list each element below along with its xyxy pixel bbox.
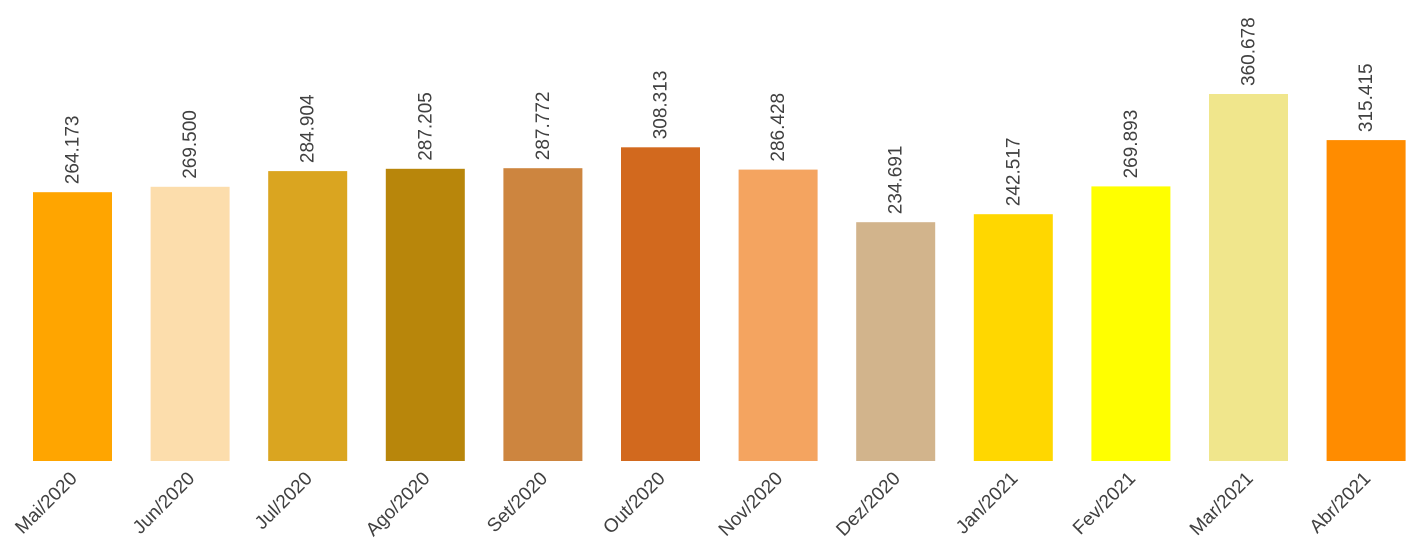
value-labels-group: 264.173 269.500 284.904 287.205 287.772 308.3… — [63, 17, 1378, 214]
value-label-Dez/2020: 234.691 — [886, 146, 907, 215]
value-label-Fev/2021: 269.893 — [1121, 110, 1142, 179]
bar-Dez/2020 — [856, 222, 936, 461]
bar-Mar/2021 — [1209, 94, 1288, 461]
value-label-Jan/2021: 242.517 — [1003, 138, 1024, 207]
value-label-Out/2020: 308.313 — [651, 71, 672, 140]
x-tick-label-Jul/2020: Jul/2020 — [251, 468, 317, 534]
value-label-Mai/2020: 264.173 — [63, 116, 84, 185]
value-label-Jul/2020: 284.904 — [298, 94, 319, 163]
x-tick-label-Out/2020: Out/2020 — [599, 468, 669, 538]
bar-Jul/2020 — [268, 171, 348, 461]
x-tick-label-Mai/2020: Mai/2020 — [11, 468, 81, 538]
x-tick-label-Set/2020: Set/2020 — [483, 468, 552, 537]
bar-Fev/2021 — [1091, 186, 1171, 461]
x-tick-label-Abr/2021: Abr/2021 — [1306, 468, 1375, 537]
bar-Mai/2020 — [33, 192, 112, 461]
bars-group — [33, 94, 1406, 462]
value-label-Ago/2020: 287.205 — [415, 92, 436, 161]
x-tick-label-Nov/2020: Nov/2020 — [715, 468, 787, 540]
x-tick-label-Dez/2020: Dez/2020 — [832, 468, 904, 540]
bar-Jun/2020 — [150, 186, 230, 462]
x-tick-label-Fev/2021: Fev/2021 — [1069, 468, 1140, 539]
bar-Abr/2021 — [1326, 140, 1406, 461]
value-label-Jun/2020: 269.500 — [180, 110, 201, 179]
x-axis-tick-labels: Mai/2020 Jun/2020 Jul/2020 Ago/2020 Set/2020… — [11, 468, 1375, 540]
x-tick-label-Mar/2021: Mar/2021 — [1186, 468, 1258, 540]
x-tick-label-Jan/2021: Jan/2021 — [952, 468, 1022, 538]
bar-Nov/2020 — [738, 169, 818, 461]
bar-Jan/2021 — [973, 214, 1053, 461]
value-label-Set/2020: 287.772 — [533, 92, 554, 161]
value-label-Mar/2021: 360.678 — [1239, 17, 1260, 86]
x-tick-label-Jun/2020: Jun/2020 — [129, 468, 199, 538]
value-label-Nov/2020: 286.428 — [768, 93, 789, 162]
bar-Out/2020 — [621, 147, 700, 462]
x-tick-label-Ago/2020: Ago/2020 — [362, 468, 434, 540]
bar-Ago/2020 — [385, 168, 465, 462]
bar-Set/2020 — [503, 168, 583, 461]
value-label-Abr/2021: 315.415 — [1356, 63, 1377, 132]
